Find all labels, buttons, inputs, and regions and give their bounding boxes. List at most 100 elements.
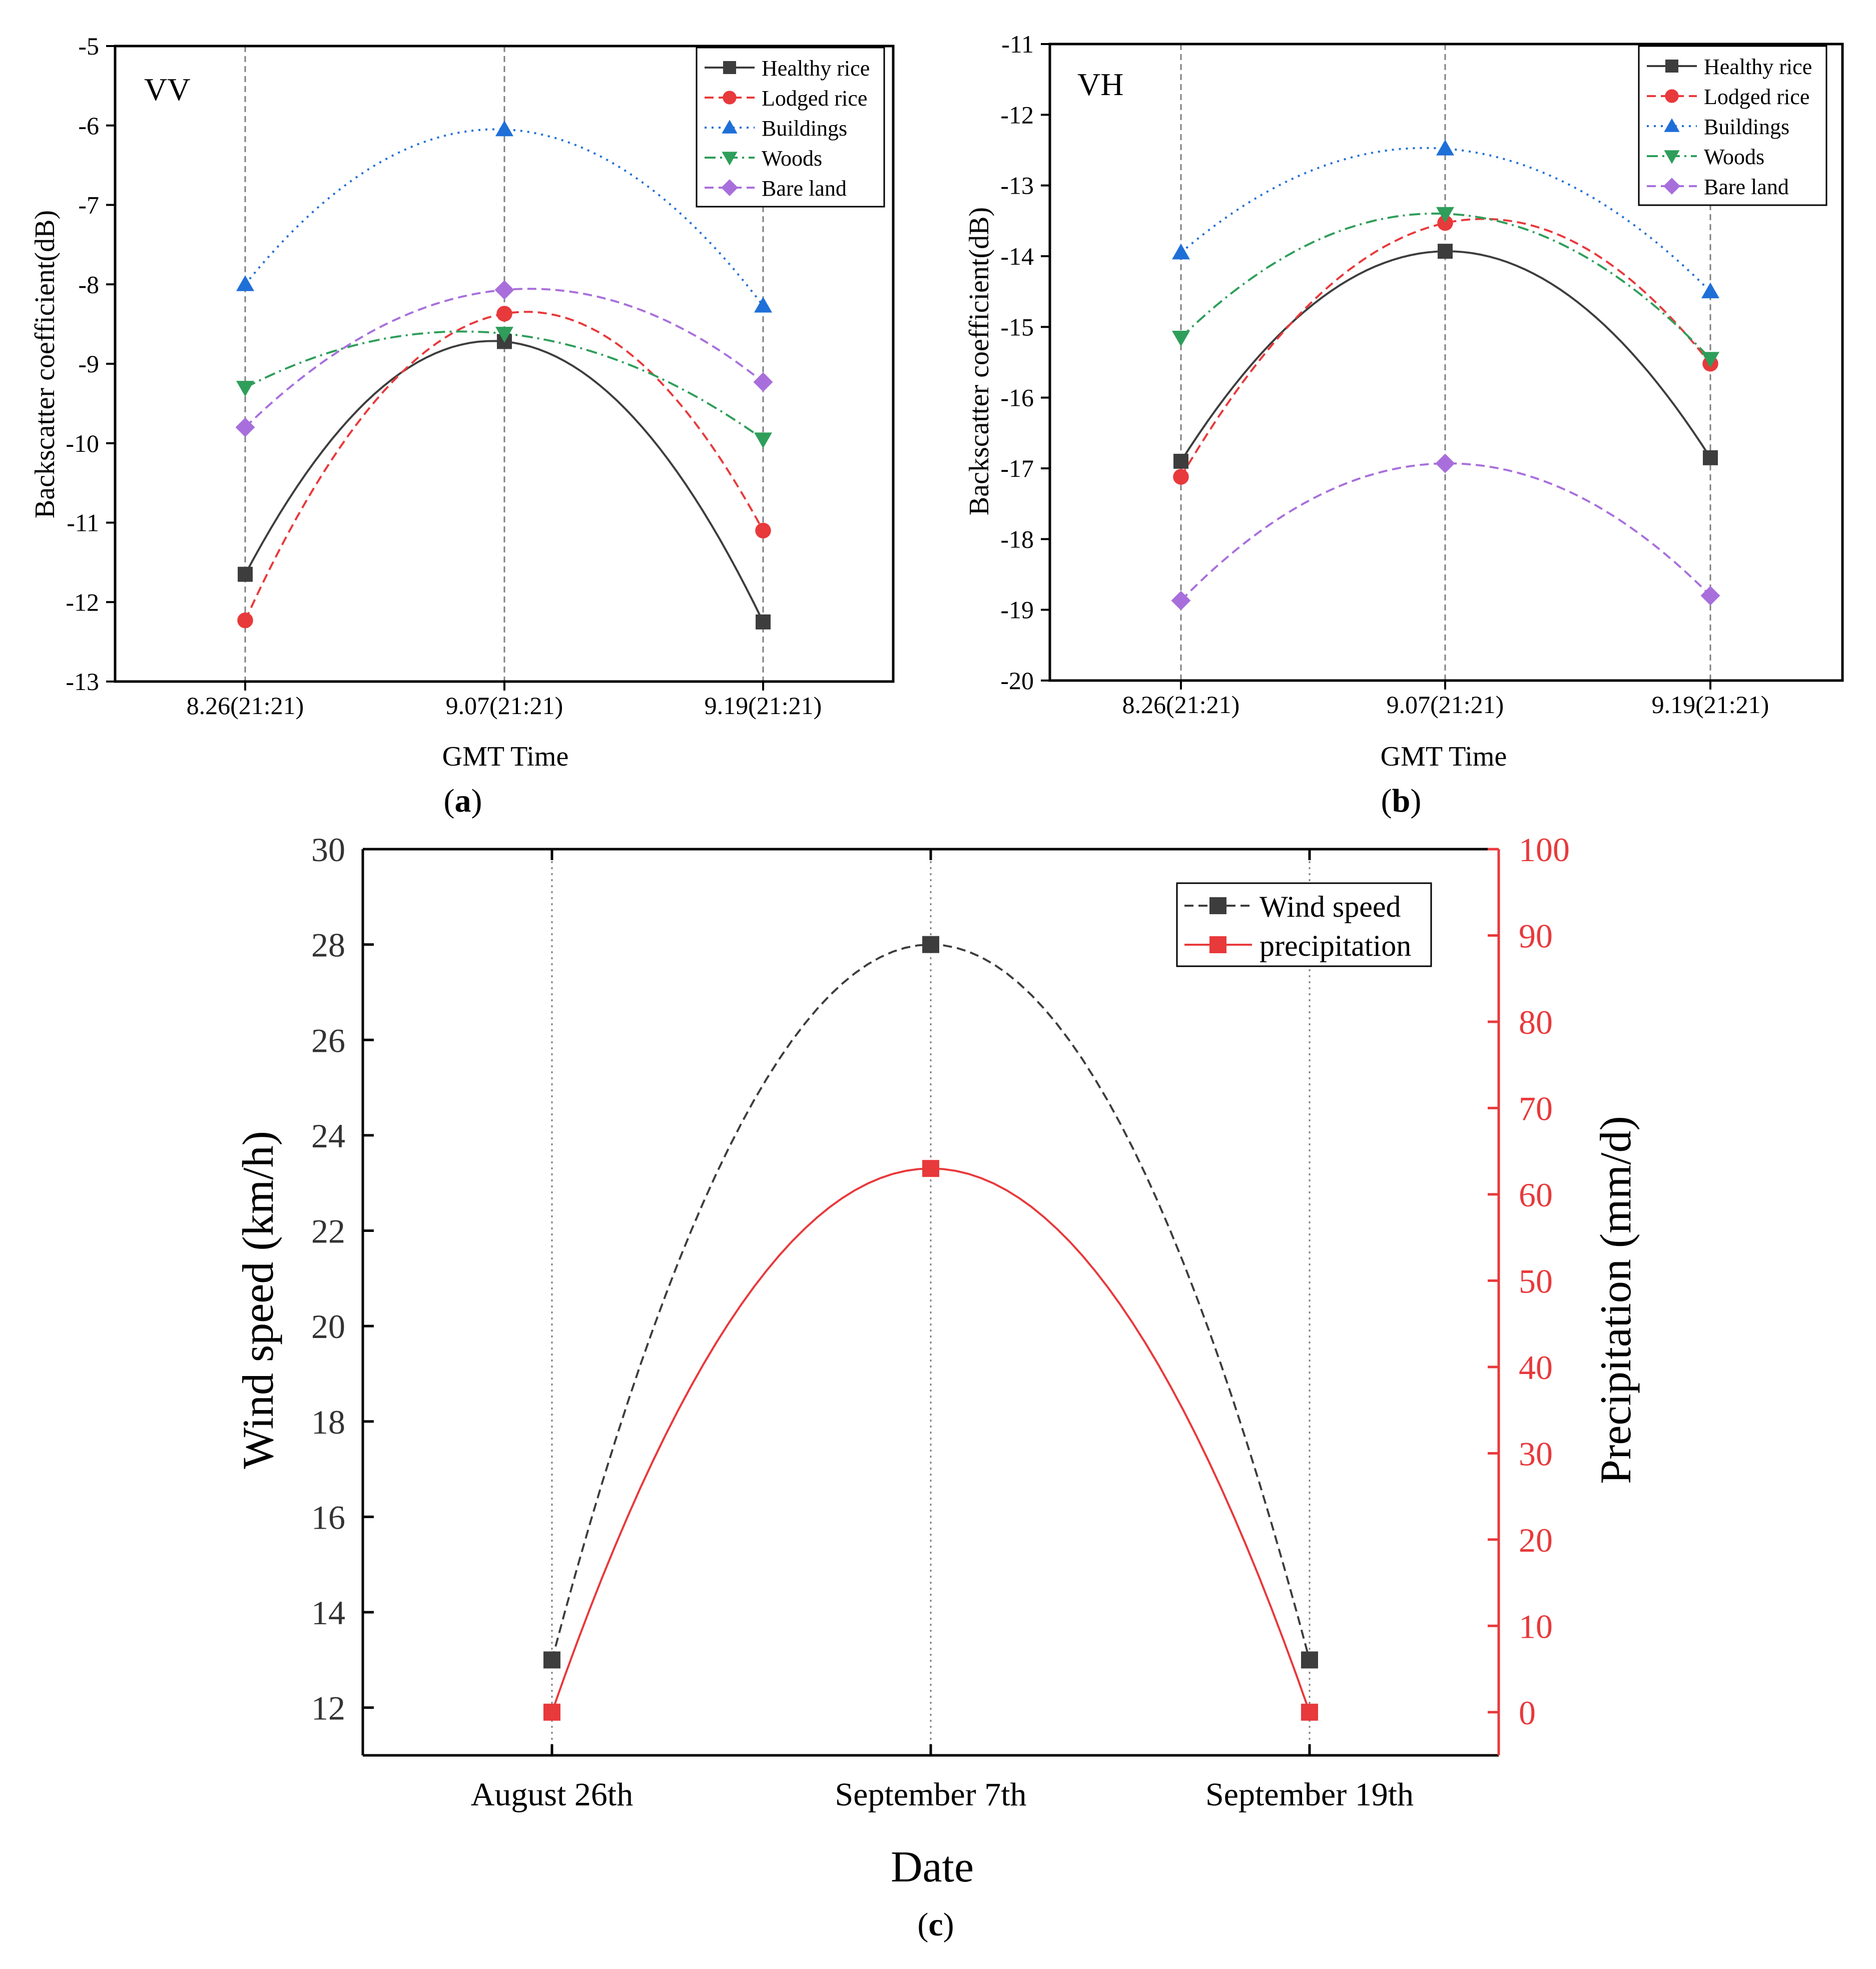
panel-b-x-ticks: 8.26(21:21) 9.07(21:21) 9.19(21:21) [1122,681,1769,719]
panel-a: -5 -6 -7 -8 -9 -10 -11 -12 -13 8.26(21:21) 9.07(2… [30,32,895,819]
data-point-woods [236,381,254,397]
panel-c-legend: Wind speed precipitation [1176,882,1432,967]
right-y-tick-label: 60 [1519,1176,1553,1214]
data-point-healthy-rice [238,566,253,582]
legend-label-precipitation: precipitation [1260,929,1411,962]
panel-b-y-ticks: -11 -12 -13 -14 -15 -16 -17 -18 -19 -20 [1000,30,1050,695]
panel-c-x-ticks: August 26th September 7th September 19th [471,849,1414,1813]
data-point-lodged-rice [496,306,512,322]
legend-label-buildings: Buildings [1704,115,1789,139]
series-line-buildings [1180,147,1711,293]
data-point-lodged-rice [237,612,253,628]
y-tick-label: -12 [66,588,99,616]
panel-b-legend: Healthy rice Lodged rice Buildings Woods Bar… [1638,45,1827,206]
x-tick-label: September 19th [1205,1776,1414,1813]
data-point-buildings [495,120,513,137]
legend-label-bare-land: Bare land [1704,175,1789,199]
series-line-woods [1180,212,1711,360]
y-tick-label: 18 [311,1403,345,1441]
right-y-tick-label: 30 [1519,1435,1553,1473]
data-point-precipitation [1301,1703,1318,1721]
y-tick-label: -13 [1000,172,1034,200]
legend-marker-healthy-rice [1665,60,1678,73]
panel-c-right-y-ticks: 0 10 20 30 40 50 60 70 80 90 100 [1488,831,1570,1732]
panel-b-caption: (b) [1381,783,1422,819]
panel-b-x-axis-label: GMT Time [1381,741,1507,772]
y-tick-label: 20 [311,1307,345,1346]
data-point-precipitation [922,1160,939,1177]
right-y-tick-label: 20 [1519,1521,1553,1559]
panel-a-caption-letter: a [455,783,471,819]
data-point-wind-speed [543,1651,560,1669]
panel-a-guides [244,46,764,682]
x-tick-label: September 7th [835,1776,1026,1813]
panel-a-x-axis-label: GMT Time [442,741,569,772]
legend-marker-lodged-rice [723,91,737,105]
y-tick-label: -5 [78,32,99,60]
panel-b-guides [1180,44,1711,681]
legend-marker-buildings [722,120,738,134]
legend-marker-lodged-rice [1665,89,1679,103]
right-y-tick-label: 40 [1519,1349,1553,1387]
legend-marker-buildings [1664,118,1680,132]
y-tick-label: 22 [311,1212,345,1250]
data-point-bare-land [753,372,773,392]
x-tick-label: 8.26(21:21) [187,692,304,720]
panel-c-right-y-axis-label: Precipitation (mm/d) [1592,1116,1640,1484]
x-tick-label: 9.19(21:21) [705,692,822,720]
y-tick-label: 16 [311,1498,345,1536]
right-y-tick-label: 10 [1519,1607,1553,1645]
data-point-healthy-rice [1703,450,1718,465]
panel-c-left-y-ticks: 12 14 16 18 20 22 24 26 28 30 [311,831,374,1727]
data-point-wind-speed [1301,1651,1318,1669]
x-tick-label: 8.26(21:21) [1122,691,1240,719]
panel-c-y-axis-label: Wind speed (km/h) [234,1131,283,1469]
y-tick-label: 26 [311,1021,345,1059]
panel-a-y-axis-label: Backscatter coefficient(dB) [30,210,61,518]
data-point-buildings [1701,282,1719,299]
right-y-tick-label: 0 [1519,1694,1536,1732]
panel-c-caption: (c) [917,1906,954,1943]
data-point-buildings [1436,140,1454,156]
data-point-buildings [1172,243,1190,260]
panel-a-legend: Healthy rice Lodged rice Buildings Woods Bar… [696,47,885,208]
panel-c-caption-letter: c [928,1906,943,1943]
legend-marker-bare-land [721,179,738,196]
y-tick-label: -17 [1000,454,1034,482]
panel-c-markers [543,936,1318,1721]
y-tick-label: -9 [78,350,99,378]
y-tick-label: -12 [1000,101,1034,129]
data-point-bare-land [235,417,255,437]
data-point-woods [1436,207,1454,223]
panel-a-y-ticks: -5 -6 -7 -8 -9 -10 -11 -12 -13 [66,32,115,696]
data-point-woods [754,432,772,448]
data-point-healthy-rice [1173,453,1188,469]
legend-label-lodged-rice: Lodged rice [762,86,867,111]
y-tick-label: -16 [1000,384,1034,412]
y-tick-label: -11 [67,509,99,537]
panel-a-x-ticks: 8.26(21:21) 9.07(21:21) 9.19(21:21) [187,682,822,720]
data-point-healthy-rice [1438,244,1453,259]
legend-label-wind-speed: Wind speed [1260,890,1401,923]
y-tick-label: 28 [311,926,345,964]
data-point-lodged-rice [1173,469,1189,485]
legend-label-lodged-rice: Lodged rice [1704,85,1809,109]
series-line-bare-land [1180,462,1711,601]
y-tick-label: -11 [1001,30,1034,58]
legend-marker-woods [722,152,738,166]
right-y-tick-label: 90 [1519,917,1553,955]
y-tick-label: -13 [66,668,99,696]
y-tick-label: -15 [1000,313,1034,341]
y-tick-label: -8 [78,270,99,298]
data-point-buildings [236,275,254,291]
panel-b-markers [1171,140,1720,610]
legend-marker-precipitation [1209,936,1226,953]
data-point-woods [1172,331,1190,347]
panel-b: -11 -12 -13 -14 -15 -16 -17 -18 -19 -20 8.26(21:2… [964,30,1844,819]
panel-a-corner-label: VV [144,72,190,107]
data-point-wind-speed [922,936,939,953]
data-point-woods [495,327,513,343]
y-tick-label: -19 [1000,596,1034,624]
